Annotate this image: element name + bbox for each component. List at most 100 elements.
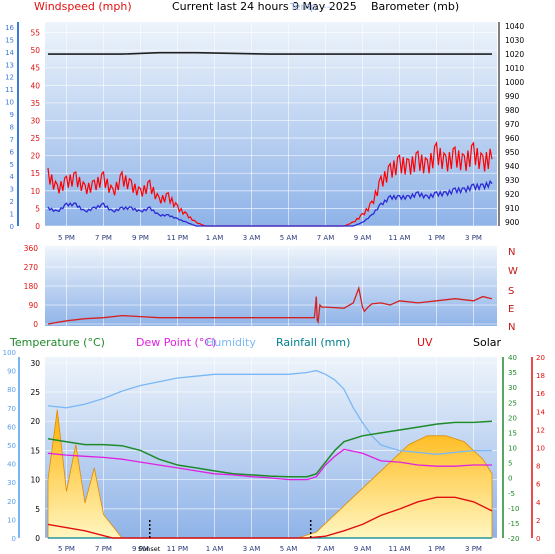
wind-tick-label: 10 xyxy=(30,187,40,196)
wind-tick-label: 5 xyxy=(35,204,40,213)
uv-tick-label: 0 xyxy=(536,535,540,543)
temperature-line xyxy=(47,420,493,478)
temperature-panel xyxy=(47,369,493,539)
temp-tick-label: 0 xyxy=(35,534,40,543)
right-temp-tick-label: 20 xyxy=(508,414,517,422)
legend-uv: UV xyxy=(417,336,433,349)
uv-tick-label: 18 xyxy=(536,372,545,380)
right-temp-tick-label: -5 xyxy=(508,490,515,498)
time-label-bottom: 9 AM xyxy=(354,545,372,553)
uv-tick-label: 20 xyxy=(536,354,545,362)
time-label-top: 1 AM xyxy=(206,234,224,242)
time-label-bottom: 3 AM xyxy=(243,545,261,553)
wind-ms-tick-label: 5 xyxy=(10,161,14,169)
legend-solar: Solar xyxy=(473,336,502,349)
wind-panel xyxy=(47,51,493,227)
time-label-bottom: 11 AM xyxy=(389,545,411,553)
direction-tick-label: 0 xyxy=(33,320,38,329)
time-label-bottom: 5 PM xyxy=(58,545,75,553)
wind-ms-tick-label: 10 xyxy=(5,99,14,107)
wind-ms-tick-label: 1 xyxy=(10,211,14,219)
direction-tick-label: 270 xyxy=(24,263,39,272)
wind-tick-label: 30 xyxy=(30,116,40,125)
compass-label: N xyxy=(508,322,515,333)
windspeed-axis-title: Windspeed (mph) xyxy=(34,0,132,13)
uv-tick-label: 12 xyxy=(536,426,545,434)
humidity-tick-label: 30 xyxy=(7,479,16,487)
baro-tick-label: 1020 xyxy=(505,50,524,59)
wind-tick-label: 50 xyxy=(30,46,40,55)
uv-tick-label: 2 xyxy=(536,517,540,525)
wind-ms-tick-label: 12 xyxy=(5,74,14,82)
wind-ms-tick-label: 4 xyxy=(10,173,15,181)
wind-ms-tick-label: 8 xyxy=(10,123,14,131)
direction-tick-label: 360 xyxy=(24,244,39,253)
wind-ms-tick-label: 14 xyxy=(5,49,14,57)
baro-tick-label: 1040 xyxy=(505,22,524,31)
time-label-top: 5 PM xyxy=(58,234,75,242)
humidity-tick-label: 90 xyxy=(7,368,16,376)
compass-label: N xyxy=(508,247,515,258)
time-label-bottom: 11 PM xyxy=(167,545,188,553)
compass-label: S xyxy=(508,286,514,297)
wind-ms-tick-label: 15 xyxy=(5,36,14,44)
time-label-top: 5 AM xyxy=(280,234,298,242)
wind-ms-tick-label: 3 xyxy=(10,186,14,194)
humidity-tick-label: 50 xyxy=(7,442,16,450)
right-temp-tick-label: 10 xyxy=(508,445,517,453)
legend-rainfall: Rainfall (mm) xyxy=(276,336,350,349)
wind-tick-label: 15 xyxy=(30,169,40,178)
temp-tick-label: 30 xyxy=(30,359,40,368)
humidity-tick-label: 60 xyxy=(7,423,16,431)
humidity-tick-label: 70 xyxy=(7,405,16,413)
temp-tick-label: 20 xyxy=(30,417,40,426)
baro-tick-label: 930 xyxy=(505,176,520,185)
humidity-tick-label: 100 xyxy=(3,349,16,357)
baro-tick-label: 1010 xyxy=(505,64,524,73)
sunset-label: Sunset xyxy=(138,545,161,553)
uv-tick-label: 4 xyxy=(536,499,541,507)
wind-ms-tick-label: 11 xyxy=(5,86,14,94)
uv-tick-label: 10 xyxy=(536,445,545,453)
wind-tick-label: 20 xyxy=(30,152,40,161)
compass-label: E xyxy=(508,304,514,315)
baro-tick-label: 910 xyxy=(505,204,520,213)
solar-area xyxy=(47,409,493,539)
right-temp-tick-label: 40 xyxy=(508,354,517,362)
time-label-bottom: 7 AM xyxy=(317,545,335,553)
uv-line xyxy=(47,496,493,539)
baro-tick-label: 950 xyxy=(505,148,520,157)
right-temp-tick-label: 25 xyxy=(508,399,517,407)
right-temp-tick-label: 15 xyxy=(508,429,517,437)
baro-tick-label: 960 xyxy=(505,134,520,143)
wind-tick-label: 35 xyxy=(30,99,40,108)
wind-ms-tick-label: 13 xyxy=(5,61,14,69)
temp-tick-label: 5 xyxy=(35,505,40,514)
uv-tick-label: 8 xyxy=(536,463,540,471)
legend-humidity: Humidity xyxy=(206,336,256,349)
time-label-top: 3 AM xyxy=(243,234,261,242)
time-label-top: 9 AM xyxy=(354,234,372,242)
humidity-line xyxy=(47,369,492,455)
uv-tick-label: 6 xyxy=(536,481,541,489)
right-temp-tick-label: 0 xyxy=(508,475,512,483)
wind-average-line xyxy=(47,179,493,227)
direction-tick-label: 90 xyxy=(28,301,38,310)
uv-tick-label: 16 xyxy=(536,390,545,398)
humidity-tick-label: 0 xyxy=(12,535,16,543)
time-label-bottom: 5 AM xyxy=(280,545,298,553)
barometer-line xyxy=(48,51,492,55)
humidity-tick-label: 80 xyxy=(7,386,16,394)
wind-ms-tick-label: 0 xyxy=(10,223,14,231)
baro-tick-label: 970 xyxy=(505,120,520,129)
time-label-bottom: 7 PM xyxy=(95,545,112,553)
legend-dewpoint: Dew Point (°C) xyxy=(136,336,216,349)
temp-faint-label: Temp. --- xyxy=(289,2,334,13)
wind-ms-tick-label: 16 xyxy=(5,24,14,32)
wind-ms-tick-label: 9 xyxy=(10,111,14,119)
wind-ms-tick-label: 2 xyxy=(10,198,14,206)
time-label-bottom: 3 PM xyxy=(465,545,482,553)
right-temp-tick-label: -10 xyxy=(508,505,519,513)
right-temp-tick-label: 35 xyxy=(508,369,517,377)
